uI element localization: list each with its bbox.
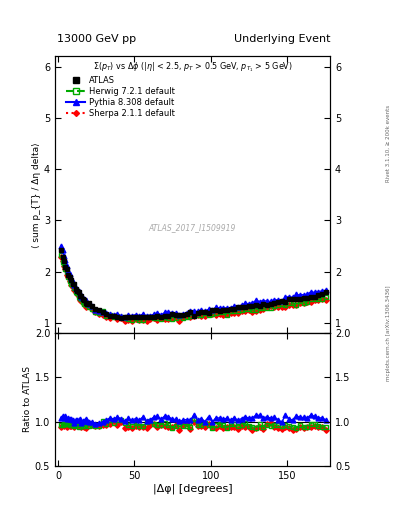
Legend: ATLAS, Herwig 7.2.1 default, Pythia 8.308 default, Sherpa 2.1.1 default: ATLAS, Herwig 7.2.1 default, Pythia 8.30…	[65, 74, 176, 120]
Text: $\Sigma(p_T)$ vs $\Delta\phi$ ($|\eta|$ < 2.5, $p_T$ > 0.5 GeV, $p_{T_1}$ > 5 Ge: $\Sigma(p_T)$ vs $\Delta\phi$ ($|\eta|$ …	[93, 60, 292, 74]
Y-axis label: Ratio to ATLAS: Ratio to ATLAS	[23, 367, 32, 433]
Text: Rivet 3.1.10, ≥ 200k events: Rivet 3.1.10, ≥ 200k events	[386, 105, 391, 182]
Text: ATLAS_2017_I1509919: ATLAS_2017_I1509919	[149, 223, 236, 232]
Y-axis label: ⟨ sum p_{T} / Δη delta⟩: ⟨ sum p_{T} / Δη delta⟩	[32, 142, 41, 247]
Text: Underlying Event: Underlying Event	[233, 33, 330, 44]
X-axis label: |Δφ| [degrees]: |Δφ| [degrees]	[153, 483, 232, 494]
Text: mcplots.cern.ch [arXiv:1306.3436]: mcplots.cern.ch [arXiv:1306.3436]	[386, 285, 391, 380]
Text: 13000 GeV pp: 13000 GeV pp	[57, 33, 136, 44]
